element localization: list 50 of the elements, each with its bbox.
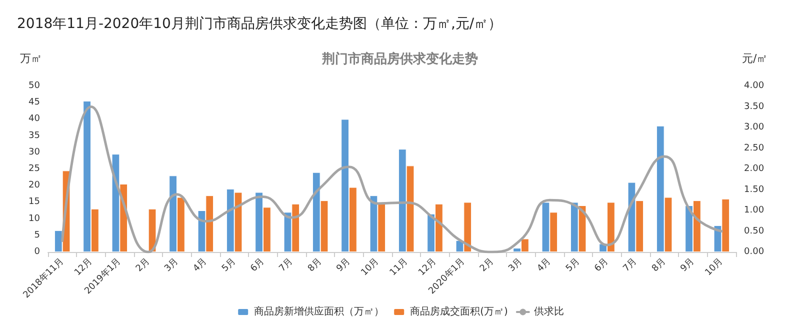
x-tick-label: 7月 [622, 256, 640, 274]
x-tick-label: 8月 [650, 256, 668, 274]
y-axis-title: 万㎡ [20, 52, 42, 65]
x-tick-label: 9月 [679, 256, 697, 274]
y-tick-label: 40 [28, 114, 40, 124]
y2-tick-label: 0.00 [744, 247, 764, 257]
x-tick-label: 6月 [593, 256, 611, 274]
y-tick-label: 25 [28, 164, 40, 174]
y2-tick-label: 2.50 [744, 143, 764, 154]
x-tick-label: 7月 [278, 256, 296, 274]
x-tick-label: 3月 [507, 256, 525, 274]
x-tick-label: 8月 [306, 256, 324, 274]
y2-tick-label: 3.00 [744, 122, 764, 132]
line-series [61, 106, 723, 254]
x-tick-label: 12月 [73, 256, 95, 278]
x-tick-label: 2月 [134, 256, 152, 274]
x-tick-label: 6月 [249, 256, 267, 274]
y2-tick-label: 3.50 [744, 102, 764, 112]
x-tick-label: 10月 [704, 256, 726, 278]
x-tick-label: 11月 [388, 256, 410, 278]
y2-tick-label: 1.50 [744, 184, 764, 195]
chart-subtitle: 荆门市商品房供求变化走势 [321, 51, 478, 67]
y2-tick-label: 2.00 [744, 164, 764, 174]
x-tick-label: 9月 [335, 256, 353, 274]
x-tick-label: 10月 [360, 256, 382, 278]
bar [148, 208, 156, 252]
y-tick-label: 50 [28, 81, 40, 91]
legend-label: 供求比 [534, 306, 564, 318]
x-tick-label: 4月 [536, 256, 554, 274]
y2-tick-label: 0.50 [744, 226, 764, 236]
chart-title: 2018年11月-2020年10月荆门市商品房供求变化走势图（单位：万㎡,元/㎡） [17, 16, 502, 32]
legend-label: 商品房新增供应面积（万㎡） [254, 306, 384, 318]
x-tick-label: 3月 [163, 256, 181, 274]
y-tick-label: 20 [28, 180, 40, 191]
x-tick-label: 5月 [220, 256, 238, 274]
legend-label: 商品房成交面积(万㎡) [410, 306, 508, 318]
y-tick-label: 45 [28, 98, 40, 108]
y2-tick-label: 1.00 [744, 206, 764, 216]
y2-tick-label: 4.00 [744, 81, 764, 91]
x-tick-label: 5月 [564, 256, 582, 274]
x-tick-label: 12月 [417, 256, 439, 278]
y-tick-label: 5 [34, 230, 40, 240]
x-tick-label: 2月 [478, 256, 496, 274]
y-tick-label: 30 [28, 147, 40, 158]
y-tick-label: 35 [28, 130, 40, 141]
y-tick-label: 15 [28, 197, 40, 208]
x-tick-label: 4月 [192, 256, 210, 274]
y-tick-label: 10 [28, 214, 40, 224]
y-tick-label: 0 [34, 247, 40, 257]
y2-axis-title: 元/㎡ [742, 52, 768, 65]
